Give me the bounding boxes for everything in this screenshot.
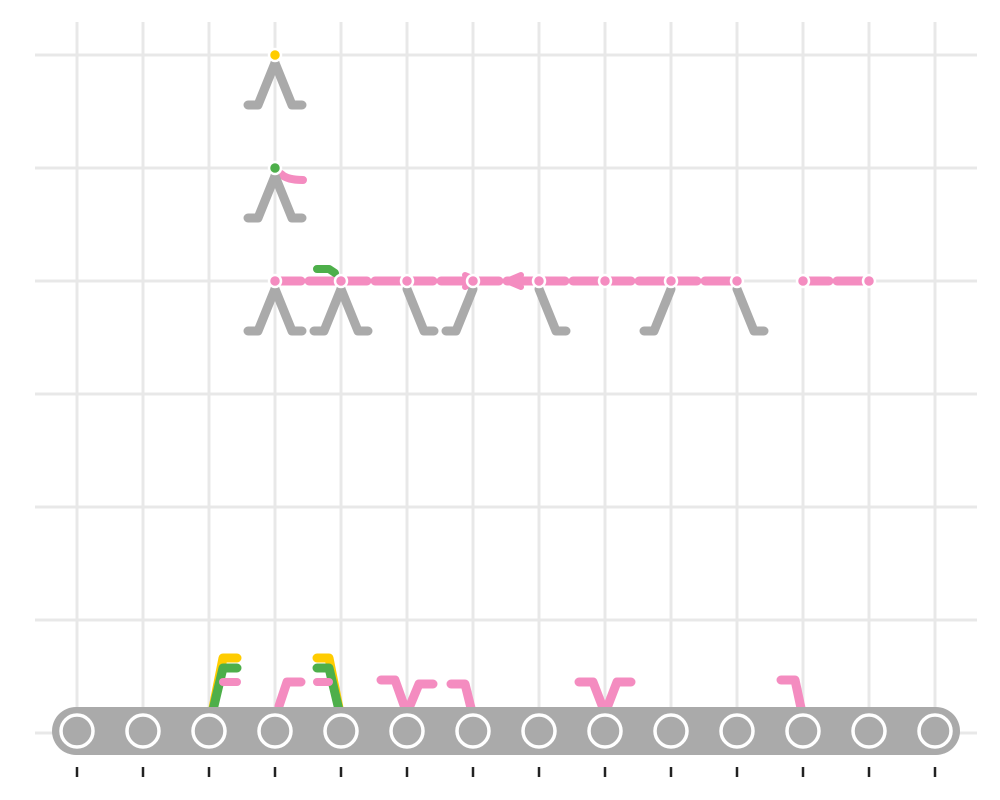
- node-leg-right: [402, 284, 439, 336]
- pink-glyph: [376, 675, 410, 713]
- conveyor-roller: [389, 713, 425, 749]
- node-dot: [465, 273, 481, 289]
- conveyor-roller: [59, 713, 95, 749]
- pink-glyph: [404, 679, 438, 713]
- node-leg-right: [534, 284, 571, 336]
- node-leg-left: [243, 284, 280, 336]
- conveyor-roller: [125, 713, 161, 749]
- node-leg-right: [732, 284, 769, 336]
- green-accent: [313, 265, 339, 277]
- node-glyphs: [243, 47, 877, 336]
- pink-glyph: [274, 677, 306, 711]
- node-dot: [399, 273, 415, 289]
- node-leg-right: [270, 58, 307, 110]
- node-leg-left: [639, 284, 676, 336]
- conveyor-roller: [719, 713, 755, 749]
- conveyor-roller: [191, 713, 227, 749]
- conveyor-band: [52, 707, 960, 755]
- green-glyph: [312, 663, 344, 715]
- conveyor-roller: [851, 713, 887, 749]
- node-leg-left: [243, 58, 280, 110]
- node-leg-right: [270, 171, 307, 223]
- node-leg-right: [336, 284, 373, 336]
- pink-tail: [277, 170, 307, 184]
- conveyor-roller: [455, 713, 491, 749]
- node-dot: [267, 47, 283, 63]
- node-dot: [531, 273, 547, 289]
- bottom-glyphs: [208, 653, 806, 715]
- conveyor-roller: [587, 713, 623, 749]
- conveyor-roller: [785, 713, 821, 749]
- grid: [35, 22, 977, 750]
- pink-glyph: [446, 679, 476, 713]
- node-leg-left: [441, 284, 478, 336]
- conveyor-roller: [257, 713, 293, 749]
- green-glyph: [208, 663, 242, 715]
- node-dot: [729, 273, 745, 289]
- pink-glyph: [602, 677, 636, 713]
- conveyor-roller: [323, 713, 359, 749]
- node-leg-left: [309, 284, 346, 336]
- pink-glyph: [776, 675, 806, 713]
- conveyor-belt: [52, 707, 960, 755]
- node-dot: [267, 160, 283, 176]
- node-dot: [597, 273, 613, 289]
- pink-glyph: [574, 677, 608, 713]
- node-dot: [267, 273, 283, 289]
- x-axis-ticks: [75, 767, 937, 777]
- node-dot: [861, 273, 877, 289]
- node-dot: [333, 273, 349, 289]
- link-arrow: [504, 272, 524, 290]
- pink-links: [270, 170, 874, 290]
- conveyor-roller: [653, 713, 689, 749]
- node-dot: [663, 273, 679, 289]
- conveyor-roller: [521, 713, 557, 749]
- node-leg-right: [270, 284, 307, 336]
- node-leg-left: [243, 171, 280, 223]
- node-dot: [795, 273, 811, 289]
- conveyor-roller: [917, 713, 953, 749]
